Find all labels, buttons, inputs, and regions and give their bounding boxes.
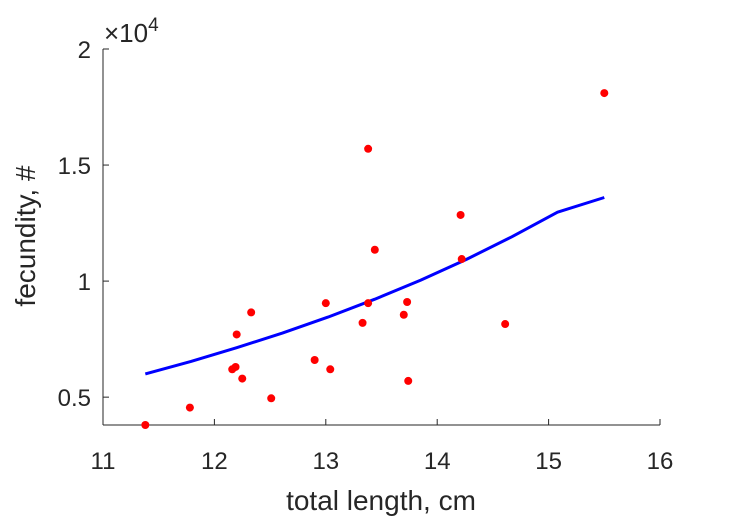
data-point bbox=[185, 403, 194, 412]
data-point bbox=[358, 318, 367, 327]
y-exponent-base: ×10 bbox=[104, 18, 148, 48]
data-point bbox=[501, 320, 510, 329]
data-point bbox=[404, 376, 413, 385]
y-tick-label: 2 bbox=[78, 37, 91, 64]
y-exponent-label: ×104 bbox=[104, 15, 159, 48]
x-tick-label: 14 bbox=[424, 448, 451, 475]
x-tick-label: 11 bbox=[91, 448, 116, 475]
data-point bbox=[457, 255, 466, 264]
data-point bbox=[600, 89, 609, 98]
x-tick-label: 12 bbox=[201, 448, 228, 475]
x-ticks: 11 12 13 14 15 16 bbox=[91, 419, 674, 475]
series-layer bbox=[141, 89, 609, 429]
x-tick-label: 16 bbox=[647, 448, 674, 475]
data-point bbox=[364, 144, 373, 153]
data-point bbox=[247, 308, 256, 317]
fit-curve bbox=[144, 196, 605, 376]
y-exponent-power: 4 bbox=[148, 15, 159, 36]
x-tick-label: 15 bbox=[535, 448, 562, 475]
axes bbox=[102, 49, 660, 426]
data-point bbox=[326, 365, 335, 374]
y-axis-label: fecundity, # bbox=[10, 165, 41, 307]
x-tick-label: 13 bbox=[312, 448, 339, 475]
data-point bbox=[456, 210, 465, 219]
y-tick-label: 0.5 bbox=[58, 385, 91, 412]
data-point bbox=[370, 245, 379, 254]
data-point bbox=[232, 330, 241, 339]
x-axis-label: total length, cm bbox=[286, 485, 476, 516]
svg-text:×104: ×104 bbox=[104, 15, 159, 48]
data-point bbox=[238, 374, 247, 383]
data-point bbox=[310, 356, 319, 365]
y-tick-label: 1.5 bbox=[58, 153, 91, 180]
data-point bbox=[364, 299, 373, 308]
data-point bbox=[321, 299, 330, 308]
data-point bbox=[399, 310, 408, 319]
y-ticks: 0.5 1 1.5 2 bbox=[58, 37, 109, 412]
data-point bbox=[267, 394, 276, 403]
data-point bbox=[231, 362, 240, 371]
data-point bbox=[141, 421, 150, 429]
y-tick-label: 1 bbox=[78, 269, 91, 296]
data-point bbox=[403, 297, 412, 306]
